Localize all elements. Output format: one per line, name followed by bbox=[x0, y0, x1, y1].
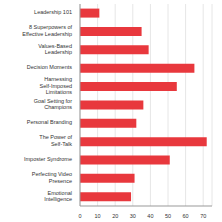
svg-text:Imposter Syndrome: Imposter Syndrome bbox=[24, 157, 72, 163]
svg-text:Goal Setting forChampions: Goal Setting forChampions bbox=[34, 98, 72, 111]
svg-text:60: 60 bbox=[183, 213, 189, 219]
svg-text:50: 50 bbox=[165, 213, 171, 219]
svg-text:10: 10 bbox=[95, 213, 101, 219]
svg-text:70: 70 bbox=[200, 213, 206, 219]
svg-text:20: 20 bbox=[112, 213, 118, 219]
svg-text:30: 30 bbox=[130, 213, 136, 219]
svg-text:Decision Moments: Decision Moments bbox=[27, 65, 72, 71]
svg-text:8 Superpowers ofEffective Lead: 8 Superpowers ofEffective Leadership bbox=[22, 25, 72, 38]
svg-text:0: 0 bbox=[78, 213, 81, 219]
svg-text:Perfecting VideoPresence: Perfecting VideoPresence bbox=[32, 172, 72, 185]
svg-text:EmotionalIntelligence: EmotionalIntelligence bbox=[44, 190, 72, 203]
svg-text:Personal Branding: Personal Branding bbox=[27, 120, 72, 126]
svg-text:40: 40 bbox=[147, 213, 153, 219]
svg-text:Values-BasedLeadership: Values-BasedLeadership bbox=[38, 43, 72, 56]
svg-text:The Power ofSelf-Talk: The Power ofSelf-Talk bbox=[39, 135, 72, 148]
svg-text:Leadership 101: Leadership 101 bbox=[34, 10, 72, 16]
svg-text:HarnessingSelf-ImposedLimitati: HarnessingSelf-ImposedLimitations bbox=[40, 77, 73, 96]
